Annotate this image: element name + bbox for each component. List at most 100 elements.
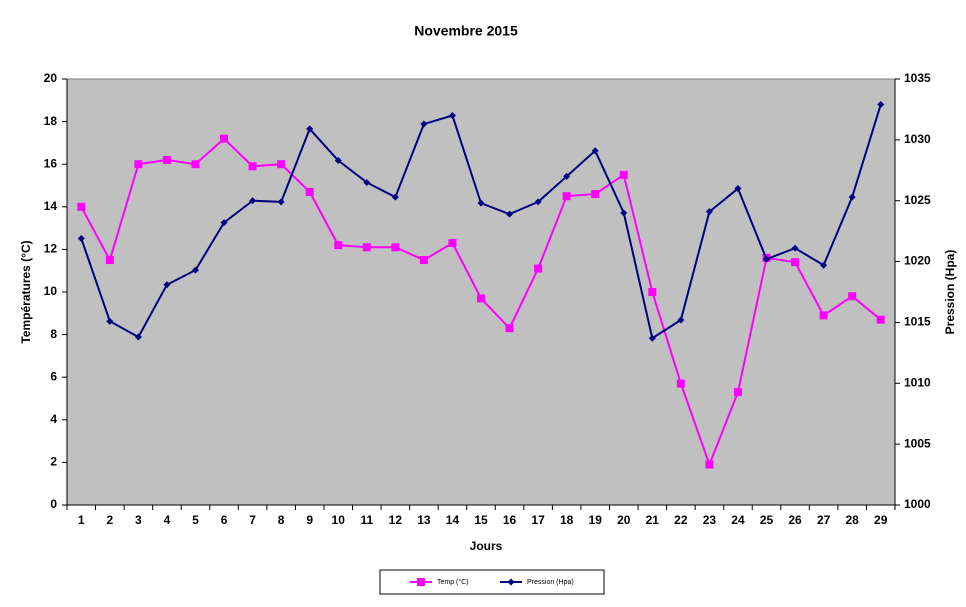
marker <box>191 160 200 169</box>
x-tick-label: 27 <box>817 513 831 527</box>
marker <box>877 101 885 109</box>
x-tick-label: 18 <box>560 513 574 527</box>
x-tick-label: 29 <box>874 513 888 527</box>
x-tick-label: 2 <box>106 513 113 527</box>
y-tick-label: 16 <box>44 156 58 170</box>
marker <box>448 112 456 120</box>
marker <box>220 219 228 227</box>
y2-tick-label: 1015 <box>904 315 931 329</box>
y-tick-label: 6 <box>50 369 57 383</box>
y2-tick-label: 1035 <box>904 71 931 85</box>
plot-area <box>66 78 896 506</box>
marker <box>820 261 828 269</box>
marker <box>648 288 657 296</box>
x-axis-title: Jours <box>470 539 503 553</box>
x-tick-label: 15 <box>474 513 488 527</box>
legend-label: Temp (°C) <box>437 578 469 586</box>
marker <box>448 239 457 248</box>
marker <box>677 316 685 324</box>
x-tick-label: 22 <box>674 513 688 527</box>
marker <box>162 155 171 164</box>
chart-title: Novembre 2015 <box>414 23 518 39</box>
marker <box>676 379 685 388</box>
marker <box>619 170 628 179</box>
x-tick-label: 20 <box>617 513 631 527</box>
marker <box>249 197 257 205</box>
marker <box>563 172 571 180</box>
marker <box>334 241 343 250</box>
marker <box>220 134 229 143</box>
marker <box>77 234 85 242</box>
marker <box>705 208 713 216</box>
marker <box>848 292 857 301</box>
marker <box>105 256 114 265</box>
marker <box>763 255 771 263</box>
marker <box>277 160 286 169</box>
marker <box>419 256 428 265</box>
x-tick-label: 8 <box>278 513 285 527</box>
x-tick-label: 12 <box>389 513 403 527</box>
marker <box>819 311 828 320</box>
y2-tick-label: 1005 <box>904 436 931 450</box>
marker <box>791 258 800 267</box>
marker <box>363 178 371 186</box>
x-tick-label: 28 <box>845 513 859 527</box>
y2-tick-label: 1025 <box>904 193 931 207</box>
x-tick-label: 5 <box>192 513 199 527</box>
x-tick-label: 19 <box>589 513 603 527</box>
y-axis-title: Températures (°C) <box>19 240 33 343</box>
y-tick-label: 18 <box>44 114 58 128</box>
y-tick-label: 8 <box>50 327 57 341</box>
y-tick-label: 14 <box>44 199 58 213</box>
y-tick-label: 4 <box>50 412 57 426</box>
marker <box>191 266 199 274</box>
y-tick-label: 12 <box>44 242 58 256</box>
marker <box>848 193 856 201</box>
y2-tick-label: 1010 <box>904 375 931 389</box>
y2-tick-label: 1000 <box>904 497 931 511</box>
y-tick-label: 0 <box>50 497 57 511</box>
marker <box>277 198 285 206</box>
marker <box>534 198 542 206</box>
x-tick-label: 4 <box>164 513 171 527</box>
x-tick-label: 7 <box>249 513 256 527</box>
marker <box>505 324 514 333</box>
marker <box>417 578 425 586</box>
x-tick-label: 13 <box>417 513 431 527</box>
marker <box>648 334 656 342</box>
x-tick-label: 10 <box>332 513 346 527</box>
marker <box>562 192 571 201</box>
marker <box>334 157 342 165</box>
x-tick-label: 16 <box>503 513 517 527</box>
marker <box>534 264 543 273</box>
x-tick-label: 9 <box>306 513 313 527</box>
marker <box>705 460 714 469</box>
marker <box>391 193 399 201</box>
x-tick-label: 26 <box>788 513 802 527</box>
y2-tick-label: 1030 <box>904 132 931 146</box>
y-tick-label: 10 <box>44 284 58 298</box>
marker <box>477 199 485 207</box>
legend-label: Pression (Hpa) <box>527 579 574 586</box>
marker <box>506 210 514 218</box>
x-tick-label: 17 <box>531 513 545 527</box>
marker <box>306 125 314 133</box>
x-tick-label: 24 <box>731 513 745 527</box>
marker <box>876 315 885 324</box>
marker <box>791 244 799 252</box>
marker <box>134 333 142 341</box>
x-tick-label: 1 <box>78 513 85 527</box>
marker <box>620 209 628 217</box>
marker <box>106 317 114 325</box>
marker <box>77 202 86 211</box>
marker <box>591 147 599 155</box>
y2-axis-title: Pression (Hpa) <box>943 250 957 335</box>
marker <box>733 388 742 397</box>
marker <box>248 162 257 171</box>
x-tick-label: 25 <box>760 513 774 527</box>
marker <box>420 120 428 128</box>
marker <box>507 578 515 586</box>
x-tick-label: 21 <box>646 513 660 527</box>
marker <box>391 243 400 252</box>
